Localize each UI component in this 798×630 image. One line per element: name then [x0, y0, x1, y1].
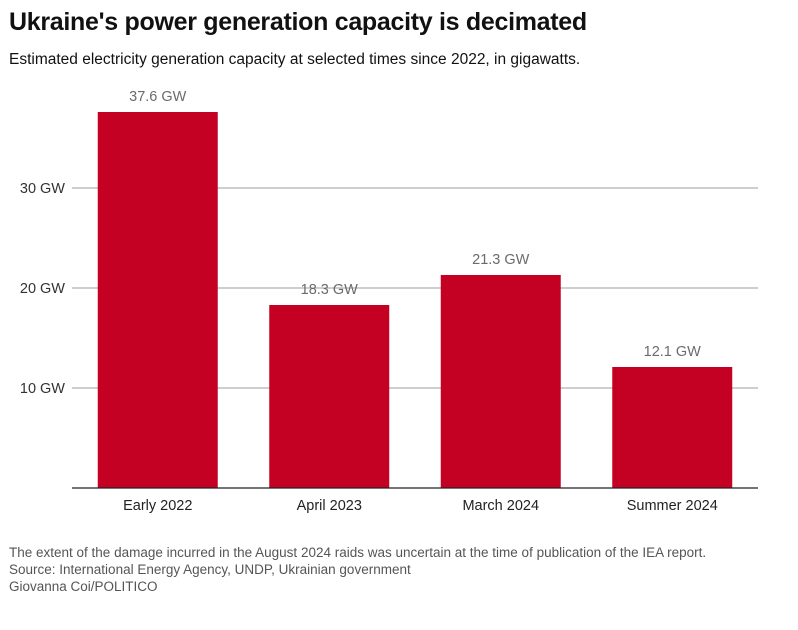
bar — [97, 112, 218, 488]
chart-subtitle: Estimated electricity generation capacit… — [9, 51, 581, 68]
y-tick-label: 10 GW — [20, 381, 65, 397]
data-label: 37.6 GW — [129, 89, 187, 105]
bar-chart: 10 GW 20 GW 30 GW 37.6 GW Early 2022 18.3 GW A… — [20, 89, 758, 514]
x-tick-label: March 2024 — [462, 498, 539, 514]
footnotes: The extent of the damage incurred in the… — [9, 544, 779, 595]
data-label: 12.1 GW — [644, 344, 702, 360]
y-tick-label: 30 GW — [20, 181, 65, 197]
data-label: 21.3 GW — [472, 252, 530, 268]
bar — [612, 367, 733, 488]
chart-title: Ukraine's power generation capacity is d… — [9, 8, 587, 36]
data-label: 18.3 GW — [301, 282, 359, 298]
y-tick-label: 20 GW — [20, 281, 65, 297]
source-text: Source: International Energy Agency, UND… — [9, 562, 411, 577]
x-tick-label: April 2023 — [297, 498, 362, 514]
x-tick-label: Early 2022 — [123, 498, 192, 514]
credit-text: Giovanna Coi/POLITICO — [9, 579, 158, 594]
bar — [440, 275, 561, 488]
bar — [269, 305, 390, 488]
footnote-text: The extent of the damage incurred in the… — [9, 545, 707, 560]
x-tick-label: Summer 2024 — [627, 498, 718, 514]
